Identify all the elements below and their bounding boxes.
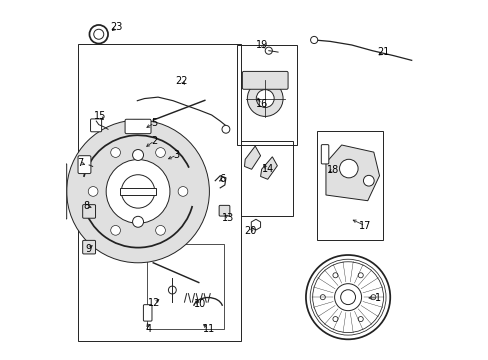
Text: 7: 7 [77, 158, 83, 168]
FancyBboxPatch shape [321, 145, 328, 164]
Text: 23: 23 [110, 22, 122, 32]
Circle shape [222, 125, 229, 133]
Text: 16: 16 [255, 99, 267, 109]
Circle shape [121, 175, 154, 208]
Bar [241, 141, 292, 216]
Circle shape [310, 36, 317, 44]
Circle shape [168, 286, 176, 294]
Text: 22: 22 [175, 76, 188, 86]
Text: 1: 1 [375, 293, 381, 303]
Circle shape [106, 159, 170, 223]
Circle shape [247, 81, 283, 116]
Text: 19: 19 [255, 40, 267, 50]
FancyBboxPatch shape [78, 156, 91, 174]
Bar [236, 45, 297, 145]
FancyBboxPatch shape [82, 204, 95, 218]
Text: 8: 8 [83, 201, 89, 211]
FancyBboxPatch shape [90, 119, 102, 132]
Circle shape [363, 175, 373, 186]
Circle shape [110, 148, 120, 157]
Text: 4: 4 [146, 324, 152, 334]
Circle shape [155, 225, 165, 235]
Bar [120, 188, 156, 195]
Circle shape [110, 225, 120, 235]
Text: 10: 10 [193, 299, 205, 309]
Text: 15: 15 [93, 111, 106, 121]
Bar [316, 131, 382, 240]
FancyBboxPatch shape [125, 119, 151, 134]
Circle shape [155, 148, 165, 157]
Text: 13: 13 [222, 212, 234, 222]
Text: 14: 14 [261, 163, 273, 174]
Polygon shape [325, 145, 379, 201]
Circle shape [339, 159, 357, 178]
Circle shape [88, 186, 98, 196]
Circle shape [178, 186, 187, 196]
Text: 11: 11 [202, 324, 214, 334]
FancyBboxPatch shape [143, 305, 152, 321]
Bar [78, 44, 241, 341]
Circle shape [132, 216, 143, 227]
Text: 21: 21 [377, 47, 389, 57]
Text: 5: 5 [151, 118, 157, 128]
FancyBboxPatch shape [82, 240, 95, 254]
Polygon shape [260, 157, 277, 179]
Circle shape [256, 90, 274, 108]
Circle shape [264, 47, 272, 54]
Text: 3: 3 [173, 150, 179, 160]
Text: 20: 20 [244, 226, 257, 236]
Text: 6: 6 [219, 174, 225, 184]
Circle shape [132, 149, 143, 161]
Text: 17: 17 [358, 221, 371, 231]
Bar [147, 244, 224, 329]
Circle shape [66, 120, 209, 263]
Polygon shape [44, 155, 66, 228]
FancyBboxPatch shape [242, 71, 287, 89]
FancyBboxPatch shape [219, 205, 229, 216]
Text: 9: 9 [85, 244, 91, 253]
Polygon shape [244, 146, 260, 169]
Text: 18: 18 [326, 165, 339, 175]
Text: 12: 12 [148, 298, 161, 308]
Text: 2: 2 [151, 136, 157, 146]
